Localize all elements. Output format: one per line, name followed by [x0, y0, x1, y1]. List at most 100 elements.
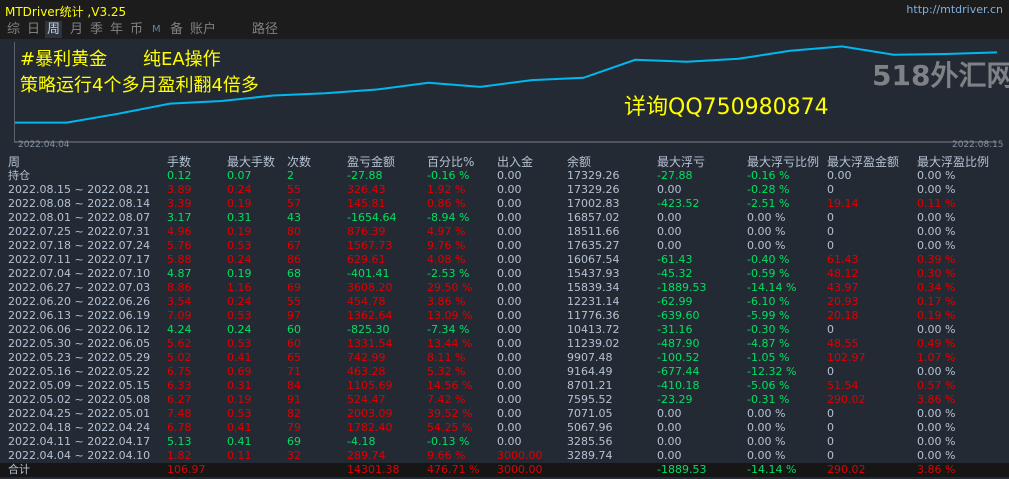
table-row[interactable]: 2022.06.06 ~ 2022.06.12 4.24 0.24 60 -825.30…: [0, 323, 1009, 337]
cell-3: 97: [287, 309, 301, 322]
table-row[interactable]: 2022.07.25 ~ 2022.07.31 4.96 0.19 80 876.39 4…: [0, 225, 1009, 239]
table-row[interactable]: 2022.05.16 ~ 2022.05.22 6.75 0.69 71 463.28 5…: [0, 365, 1009, 379]
cell-10: 最大浮盈金额: [827, 155, 900, 169]
cell-0: 2022.08.01 ~ 2022.08.07: [8, 211, 151, 224]
cell-2: 0.11: [227, 449, 252, 462]
tab-0[interactable]: 综: [7, 22, 21, 37]
cell-3: 82: [287, 407, 301, 420]
cell-5: 54.25 %: [427, 421, 473, 434]
cell-2: 0.41: [227, 435, 252, 448]
table-row[interactable]: 2022.05.09 ~ 2022.05.15 6.33 0.31 84 1105.69…: [0, 379, 1009, 393]
cell-0: 周: [8, 155, 21, 169]
cell-3: 60: [287, 323, 301, 336]
table-row[interactable]: 2022.04.18 ~ 2022.04.24 6.78 0.41 79 1782.40…: [0, 421, 1009, 435]
cell-6: 0.00: [497, 365, 522, 378]
cell-11: 0.19 %: [917, 309, 956, 322]
cell-11: 0.00 %: [917, 449, 956, 462]
cell-2: [227, 463, 287, 477]
annotation-contact: 详询QQ750980874: [624, 95, 829, 120]
table-row[interactable]: 2022.06.13 ~ 2022.06.19 7.09 0.53 97 1362.64…: [0, 309, 1009, 323]
table-row[interactable]: 持仓 0.12 0.07 2 -27.88 -0.16 % 0.00 17329.26 -27.…: [0, 169, 1009, 183]
cell-9: -1.05 %: [747, 351, 790, 364]
cell-6: 0.00: [497, 295, 522, 308]
cell-10: 0: [827, 183, 834, 196]
table-row[interactable]: 2022.05.23 ~ 2022.05.29 5.02 0.41 65 742.99 8…: [0, 351, 1009, 365]
tab-4[interactable]: 季: [90, 22, 104, 37]
table-row[interactable]: 2022.07.11 ~ 2022.07.17 5.88 0.24 86 629.61 4…: [0, 253, 1009, 267]
cell-8: 0.00: [657, 211, 682, 224]
tab-7[interactable]: M: [152, 24, 161, 35]
tab-1[interactable]: 日: [27, 22, 41, 37]
cell-7: 余额: [567, 155, 592, 169]
cell-11: 0.39 %: [917, 253, 956, 266]
cell-9: -5.99 %: [747, 309, 790, 322]
table-row[interactable]: 2022.06.20 ~ 2022.06.26 3.54 0.24 55 454.78 3…: [0, 295, 1009, 309]
cell-11: 0.00 %: [917, 211, 956, 224]
table-total-row[interactable]: 合计 106.97 14301.38 476.71 % 3000.00 -1889.53-…: [0, 463, 1009, 477]
cell-0: 2022.04.18 ~ 2022.04.24: [8, 421, 151, 434]
table-row[interactable]: 2022.08.01 ~ 2022.08.07 3.17 0.31 43 -1654.6…: [0, 211, 1009, 225]
cell-10: 0.00: [827, 169, 852, 182]
cell-5: 39.52 %: [427, 407, 473, 420]
cell-5: 13.09 %: [427, 309, 473, 322]
cell-2: 0.07: [227, 169, 252, 182]
cell-11: 0.11 %: [917, 197, 956, 210]
cell-1: 手数: [167, 155, 192, 169]
cell-9: 0.00 %: [747, 211, 786, 224]
cell-4: 454.78: [347, 295, 386, 308]
cell-9: -0.59 %: [747, 267, 790, 280]
chart-axis-line: [14, 42, 15, 142]
cell-1: 6.78: [167, 421, 192, 434]
table-row[interactable]: 2022.05.30 ~ 2022.06.05 5.62 0.53 60 1331.54…: [0, 337, 1009, 351]
tab-3[interactable]: 月: [70, 22, 84, 37]
table-row[interactable]: 2022.06.27 ~ 2022.07.03 8.86 1.16 69 3608.20…: [0, 281, 1009, 295]
cell-10: 20.18: [827, 309, 859, 322]
table-row[interactable]: 2022.04.11 ~ 2022.04.17 5.13 0.41 69 -4.18 -0…: [0, 435, 1009, 449]
cell-5: 百分比%: [427, 155, 475, 169]
cell-4: 463.28: [347, 365, 386, 378]
cell-5: 13.44 %: [427, 337, 473, 350]
cell-7: 16067.54: [567, 253, 620, 266]
tab-2[interactable]: 周: [45, 21, 63, 38]
table-row[interactable]: 2022.04.25 ~ 2022.05.01 7.48 0.53 82 2003.09…: [0, 407, 1009, 421]
cell-9: -0.31 %: [747, 393, 790, 406]
cell-4: 876.39: [347, 225, 386, 238]
cell-0: 2022.07.18 ~ 2022.07.24: [8, 239, 151, 252]
cell-8: 0.00: [657, 239, 682, 252]
cell-10: 0: [827, 225, 834, 238]
website-link[interactable]: http://mtdriver.cn: [906, 3, 1003, 16]
tab-6[interactable]: 币: [130, 22, 144, 37]
tab-9[interactable]: 账户: [190, 22, 217, 37]
cell-4: 742.99: [347, 351, 386, 364]
table-row[interactable]: 2022.04.04 ~ 2022.04.10 1.82 0.11 32 289.74 9…: [0, 449, 1009, 463]
cell-0: 2022.05.09 ~ 2022.05.15: [8, 379, 151, 392]
cell-7: 17635.27: [567, 239, 620, 252]
cell-9: -5.06 %: [747, 379, 790, 392]
cell-10: 0: [827, 239, 834, 252]
table-row[interactable]: 2022.08.08 ~ 2022.08.14 3.39 0.19 57 145.81 0…: [0, 197, 1009, 211]
tab-10[interactable]: 路径: [252, 22, 279, 37]
cell-7: 15839.34: [567, 281, 620, 294]
cell-6: 0.00: [497, 211, 522, 224]
cell-7: 5067.96: [567, 421, 613, 434]
cell-2: 0.19: [227, 393, 252, 406]
cell-8: -639.60: [657, 309, 700, 322]
cell-1: 5.02: [167, 351, 192, 364]
cell-11: 0.34 %: [917, 281, 956, 294]
cell-2: 0.31: [227, 211, 252, 224]
cell-7: 16857.02: [567, 211, 620, 224]
tab-5[interactable]: 年: [110, 22, 124, 37]
cell-5: 5.32 %: [427, 365, 466, 378]
table-row[interactable]: 2022.07.18 ~ 2022.07.24 5.76 0.53 67 1567.73…: [0, 239, 1009, 253]
cell-9: -14.14 %: [747, 281, 797, 294]
table-row[interactable]: 2022.08.15 ~ 2022.08.21 3.89 0.24 55 326.43 1…: [0, 183, 1009, 197]
cell-0: 2022.05.23 ~ 2022.05.29: [8, 351, 151, 364]
table-header[interactable]: 周 手数 最大手数 次数 盈亏金额 百分比% 出入金 余额 最大浮亏 最大浮亏比例 最大浮盈金额 最大…: [0, 155, 1009, 169]
cell-7: 11776.36: [567, 309, 620, 322]
cell-6: 0.00: [497, 183, 522, 196]
weekly-stats-table: 周 手数 最大手数 次数 盈亏金额 百分比% 出入金 余额 最大浮亏 最大浮亏比例 最大浮盈金额 最大…: [0, 155, 1009, 477]
table-row[interactable]: 2022.05.02 ~ 2022.05.08 6.27 0.19 91 524.47 7…: [0, 393, 1009, 407]
table-row[interactable]: 2022.07.04 ~ 2022.07.10 4.87 0.19 68 -401.41…: [0, 267, 1009, 281]
tab-8[interactable]: 备: [170, 22, 184, 37]
cell-8: -27.88: [657, 169, 693, 182]
